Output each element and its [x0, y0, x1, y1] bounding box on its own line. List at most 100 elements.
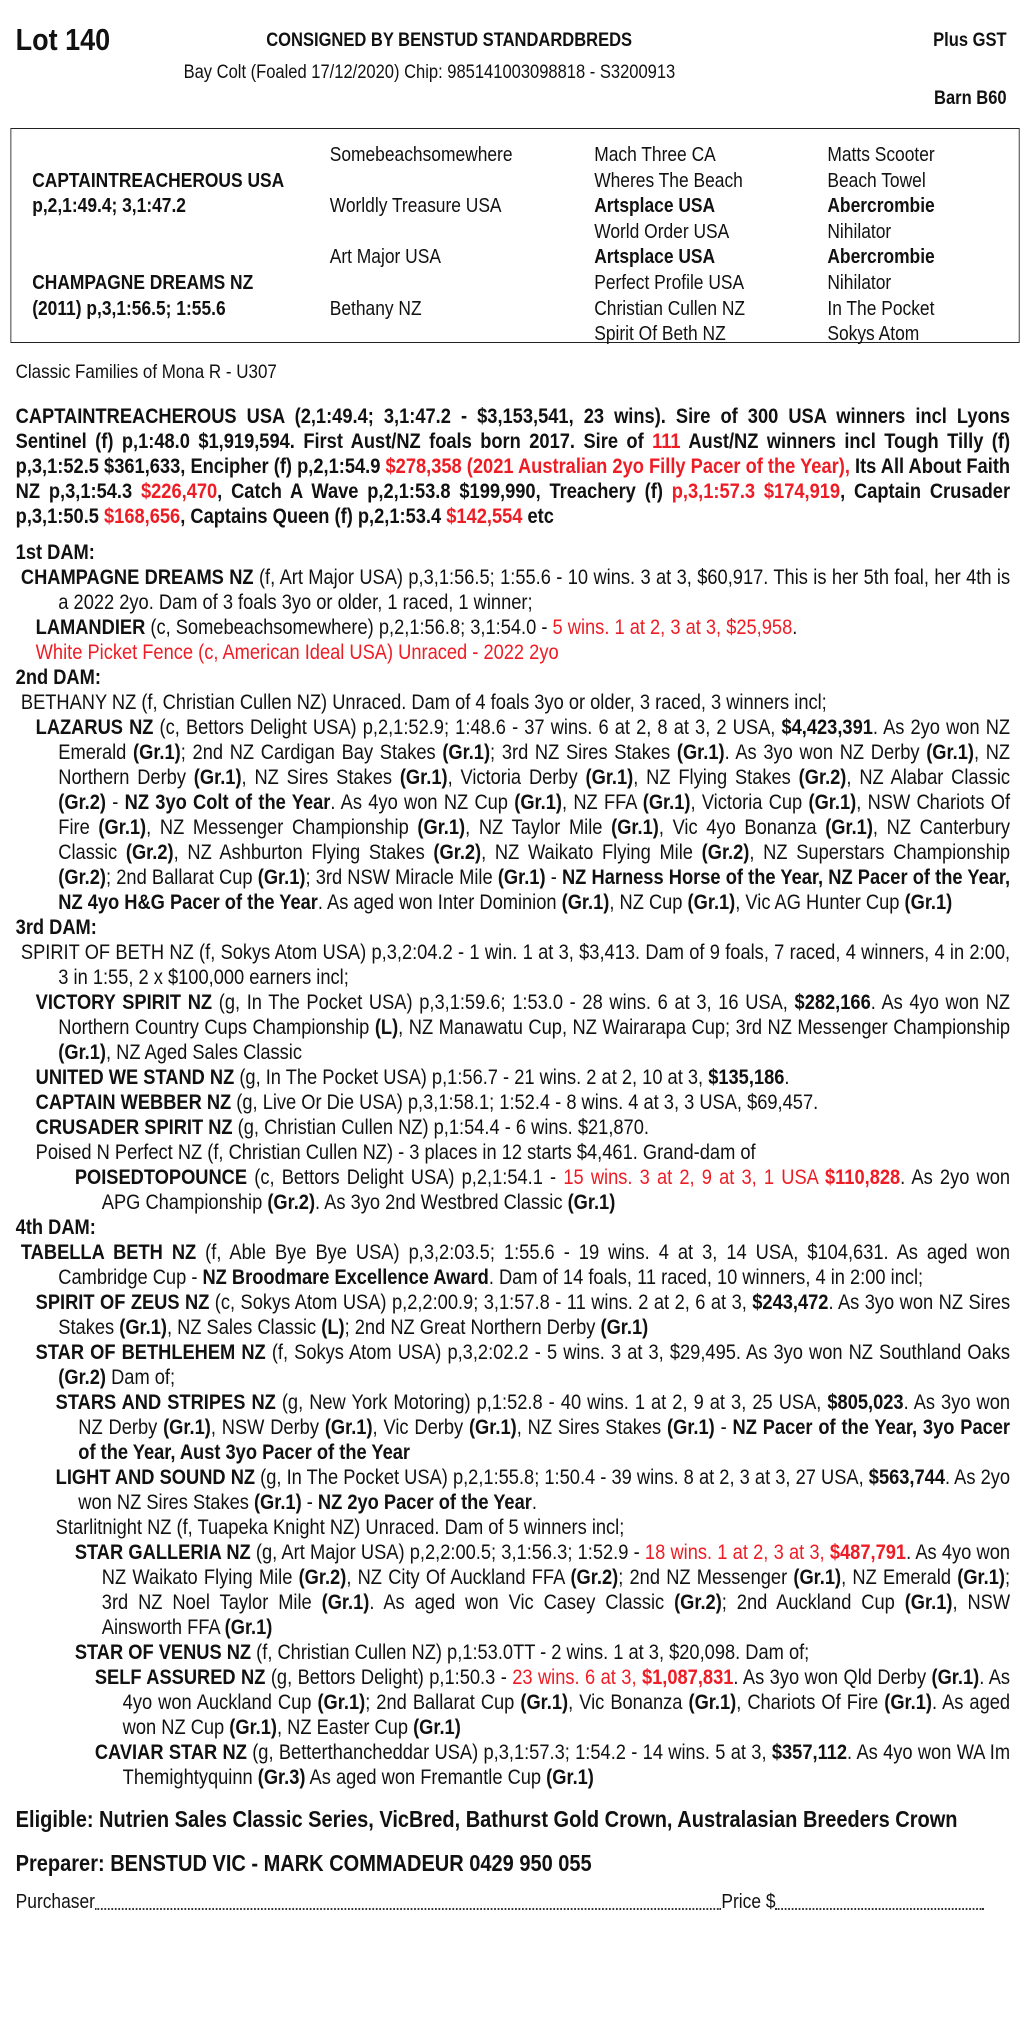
text-run: etc: [522, 505, 554, 528]
highlight-run: White Picket Fence (c, American Ideal US…: [35, 641, 559, 664]
progeny-entry: SELF ASSURED NZ (g, Bettors Delight) p,1…: [16, 1665, 1010, 1740]
text-run: As aged won Fremantle Cup: [305, 1766, 547, 1789]
progeny-entry: White Picket Fence (c, American Ideal US…: [16, 640, 1010, 665]
text-run: , NZ Easter Cup: [277, 1716, 414, 1739]
text-run: . As aged won NZ Cup: [122, 1691, 1011, 1739]
bold-run: (Gr.2): [674, 1591, 722, 1614]
progeny-entry: BETHANY NZ (f, Christian Cullen NZ) Unra…: [16, 690, 1010, 715]
text-run: , Captain Crusader p,3,1:50.5: [15, 480, 1011, 528]
progeny-entry: CRUSADER SPIRIT NZ (g, Christian Cullen …: [16, 1115, 1010, 1140]
text-run: , Victoria Derby: [447, 766, 586, 789]
text-run: , NZ Manawatu Cup, NZ Wairarapa Cup; 3rd…: [398, 1016, 1011, 1039]
bold-run: (Gr.1): [561, 891, 610, 914]
text-run: (g, Art Major USA) p,2,2:00.5; 3,1:56.3;…: [250, 1541, 645, 1564]
highlight-run: $278,358 (2021 Australian 2yo Filly Pace…: [385, 455, 850, 478]
bold-run: CRUSADER SPIRIT NZ: [35, 1116, 233, 1139]
progeny-entry: LIGHT AND SOUND NZ (g, In The Pocket USA…: [16, 1465, 1010, 1515]
pedigree-col4-cell: In The Pocket: [827, 297, 935, 320]
pedigree-col2-cell: Somebeachsomewhere: [329, 144, 513, 166]
bold-run: $135,186: [708, 1066, 785, 1089]
bold-run: (Gr.1): [546, 1766, 594, 1789]
dam-heading: 3rd DAM:: [15, 916, 97, 939]
bold-run: STAR OF BETHLEHEM NZ: [35, 1341, 266, 1364]
bold-run: (Gr.2): [298, 1566, 347, 1589]
progeny-entry: CAVIAR STAR NZ (g, Betterthancheddar USA…: [16, 1740, 1010, 1790]
text-run: , Vic 4yo Bonanza: [658, 816, 826, 839]
bold-run: NZ Pacer of the Year, 3yo Pacer of the Y…: [78, 1416, 1011, 1464]
text-run: . As 3yo won NZ Derby: [78, 1391, 1011, 1439]
text-run: (g, In The Pocket USA) p,2,1:55.8; 1:50.…: [255, 1466, 869, 1489]
bold-run: (Gr.2): [798, 766, 847, 789]
text-run: . Dam of 14 foals, 11 raced, 10 winners,…: [488, 1266, 924, 1289]
pedigree-col4-cell: Abercrombie: [827, 195, 935, 218]
text-run: , Captains Queen (f) p,2,1:53.4: [180, 505, 447, 528]
highlight-run: 18 wins. 1 at 2, 3 at 3,: [644, 1541, 830, 1564]
text-run: -: [106, 791, 125, 814]
bold-run: UNITED WE STAND NZ: [35, 1066, 235, 1089]
highlight-run: $110,828: [824, 1166, 901, 1189]
dam-heading: 4th DAM:: [15, 1216, 96, 1239]
text-run: . As 3yo won NZ Derby: [724, 741, 927, 764]
text-run: ; 2nd NZ Great Northern Derby: [344, 1316, 601, 1339]
text-run: (g, In The Pocket USA) p,1:56.7 - 21 win…: [234, 1066, 709, 1089]
purchaser-label: Purchaser: [15, 1891, 95, 1913]
text-run: BETHANY NZ (f, Christian Cullen NZ) Unra…: [20, 691, 827, 714]
text-run: , Vic Derby: [372, 1416, 469, 1439]
text-run: , NZ Waikato Flying Mile: [481, 841, 702, 864]
pedigree-col2-cell: Bethany NZ: [329, 297, 422, 320]
progeny-entry: TABELLA BETH NZ (f, Able Bye Bye USA) p,…: [16, 1240, 1010, 1290]
text-run: . As 4yo won Auckland Cup: [122, 1666, 1011, 1714]
eligibility: Eligible: Nutrien Sales Classic Series, …: [15, 1806, 958, 1832]
text-run: (g, Christian Cullen NZ) p,1:54.4 - 6 wi…: [232, 1116, 649, 1139]
bold-run: (Gr.2): [58, 791, 107, 814]
text-run: Dam of;: [106, 1366, 176, 1389]
bold-run: (Gr.1): [514, 791, 562, 814]
bold-run: (Gr.1): [321, 1591, 370, 1614]
text-run: (f, Able Bye Bye USA) p,3,2:03.5; 1:55.6…: [58, 1241, 1011, 1289]
bold-run: (Gr.1): [468, 1416, 517, 1439]
pedigree-col4-cell: Nihilator: [827, 220, 892, 243]
bold-run: (Gr.1): [417, 816, 466, 839]
pedigree-col4-cell: Beach Towel: [827, 169, 926, 192]
bold-run: LAZARUS NZ: [35, 716, 154, 739]
text-run: (f, Sokys Atom USA) p,3,2:02.2 - 5 wins.…: [265, 1341, 1011, 1364]
purchaser-field[interactable]: [94, 1908, 722, 1910]
pedigree-col3-cell: Perfect Profile USA: [594, 272, 745, 294]
text-run: . As 4yo won NZ Northern Country Cups Ch…: [58, 991, 1011, 1039]
dam-heading: 1st DAM:: [15, 541, 95, 564]
text-run: . As 4yo won WA Im Themightyquinn: [122, 1741, 1011, 1789]
dam-section: 2nd DAM: BETHANY NZ (f, Christian Cullen …: [16, 665, 1010, 915]
bold-run: (Gr.3): [257, 1766, 306, 1789]
text-run: , NZ Northern Derby: [58, 741, 1011, 789]
text-run: , Vic AG Hunter Cup: [735, 891, 905, 914]
pedigree-col3-cell: Mach Three CA: [594, 144, 716, 166]
pedigree-col2-cell: Art Major USA: [329, 246, 441, 269]
text-run: (g, Bettors Delight) p,1:50.3 -: [265, 1666, 513, 1689]
bold-run: (Gr.1): [926, 741, 974, 764]
text-run: , NZ Aged Sales Classic: [106, 1041, 302, 1064]
bold-run: (Gr.2): [58, 866, 107, 889]
pedigree-table: CAPTAINTREACHEROUS USA p,2,1:49.4; 3,1:47…: [10, 128, 1020, 345]
bold-run: (Gr.1): [253, 1491, 302, 1514]
pedigree-col1-cell: CAPTAINTREACHEROUS USA: [32, 169, 285, 192]
highlight-run: $1,087,831: [641, 1666, 734, 1689]
price-field[interactable]: [775, 1908, 985, 1910]
progeny-entry: SPIRIT OF ZEUS NZ (c, Sokys Atom USA) p,…: [16, 1290, 1010, 1340]
bold-run: STAR OF VENUS NZ: [74, 1641, 252, 1664]
text-run: , NZ Emerald: [841, 1566, 958, 1589]
bold-run: (Gr.2): [125, 841, 174, 864]
bold-run: LIGHT AND SOUND NZ: [55, 1466, 256, 1489]
text-run: . As 3yo 2nd Westbred Classic: [315, 1191, 568, 1214]
barn-number: Barn B60: [934, 88, 1007, 109]
sire-summary: CAPTAINTREACHEROUS USA (2,1:49.4; 3,1:47…: [16, 404, 1010, 529]
text-run: , NZ Alabar Classic: [846, 766, 1011, 789]
text-run: .: [792, 616, 798, 639]
text-run: , NSW Derby: [210, 1416, 325, 1439]
text-run: , NZ Messenger Championship: [146, 816, 418, 839]
text-run: , NZ Sales Classic: [166, 1316, 322, 1339]
text-run: , NZ Flying Stakes: [633, 766, 799, 789]
text-run: , NZ Sires Stakes: [241, 766, 400, 789]
bold-run: (Gr.1): [324, 1416, 373, 1439]
text-run: Aust/NZ winners incl Tough Tilly (f) p,3…: [15, 430, 1011, 478]
